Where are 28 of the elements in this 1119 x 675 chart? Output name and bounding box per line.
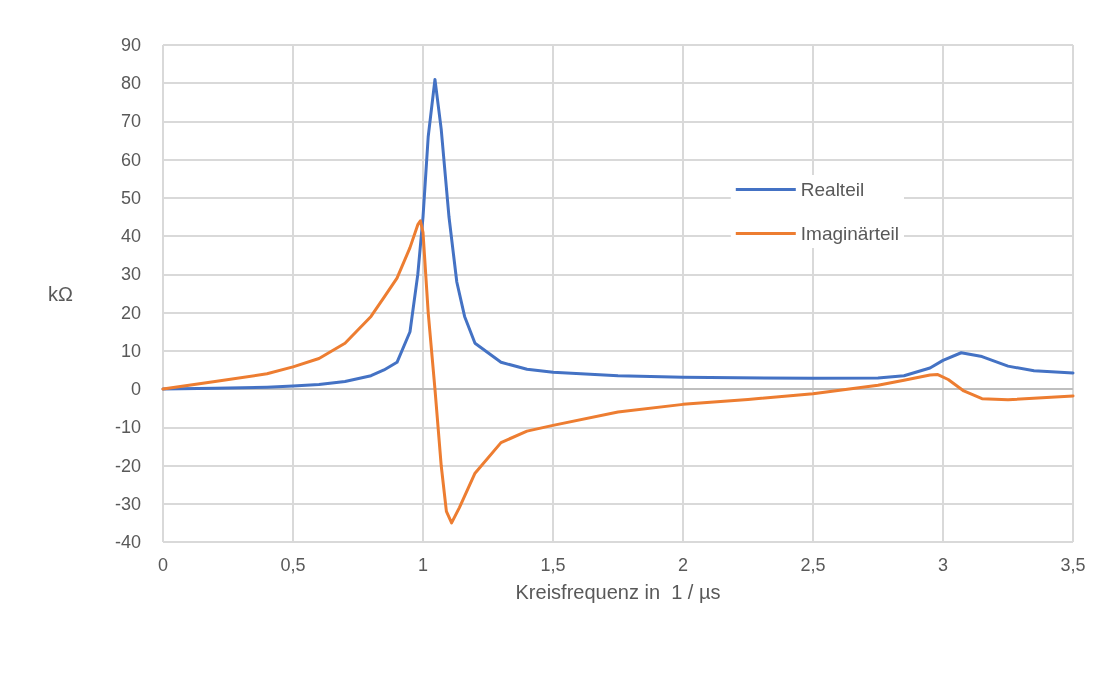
line-series: [161, 77, 1075, 391]
y-tick-label: 70: [120, 111, 141, 132]
y-tick-label: -10: [114, 417, 141, 438]
x-tick-label: 1: [417, 555, 429, 575]
line-series: [161, 219, 1075, 525]
y-tick-label: -40: [114, 532, 141, 552]
y-tick-label: 20: [120, 302, 141, 323]
x-tick-label: 2: [677, 555, 689, 575]
y-tick-label: 10: [120, 340, 141, 361]
y-tick-label: 40: [120, 226, 141, 247]
x-tick-label: 0,5: [280, 555, 306, 575]
y-tick-label: 0: [130, 379, 141, 400]
legend-label: Imaginärteil: [800, 223, 900, 244]
legend-label: Realteil: [800, 179, 865, 200]
x-tick-label: 3: [937, 555, 949, 575]
x-tick-label: 1,5: [540, 555, 566, 575]
x-tick-label: 0: [157, 555, 169, 575]
x-tick-label: 2,5: [800, 555, 826, 575]
y-tick-label: 80: [120, 73, 141, 94]
x-tick-label: 3,5: [1060, 555, 1086, 575]
y-axis-title: kΩ: [48, 282, 74, 305]
y-tick-label: 90: [120, 35, 141, 55]
y-tick-label: 50: [120, 187, 141, 208]
x-axis-title: Kreisfrequenz in 1 / µs: [515, 581, 721, 603]
y-tick-label: -20: [114, 455, 141, 476]
y-tick-label: 30: [120, 264, 141, 285]
y-tick-label: -30: [114, 493, 141, 514]
y-tick-label: 60: [120, 149, 141, 170]
